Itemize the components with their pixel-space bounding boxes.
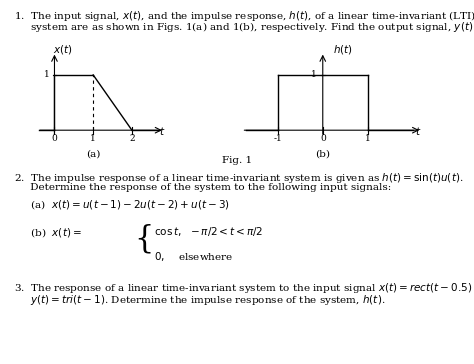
Text: 2: 2 <box>129 134 135 143</box>
Text: Fig. 1: Fig. 1 <box>222 156 252 165</box>
Text: 3.  The response of a linear time-invariant system to the input signal $x(t) = r: 3. The response of a linear time-invaria… <box>14 281 474 295</box>
Text: 1: 1 <box>44 71 50 79</box>
Text: $x(t)$: $x(t)$ <box>53 43 73 56</box>
Text: $t$: $t$ <box>415 124 422 136</box>
Text: $0, \;\;$  elsewhere: $0, \;\;$ elsewhere <box>154 250 233 263</box>
Text: $\cos t, \;\; -\pi/2 < t < \pi/2$: $\cos t, \;\; -\pi/2 < t < \pi/2$ <box>154 225 264 238</box>
Text: (b): (b) <box>315 150 330 159</box>
Text: 1.  The input signal, $x(t)$, and the impulse response, $h(t)$, of a linear time: 1. The input signal, $x(t)$, and the imp… <box>14 9 474 23</box>
Text: 0: 0 <box>320 134 326 143</box>
Text: Determine the response of the system to the following input signals:: Determine the response of the system to … <box>14 183 392 192</box>
Text: -1: -1 <box>273 134 282 143</box>
Text: system are as shown in Figs. 1(a) and 1(b), respectively. Find the output signal: system are as shown in Figs. 1(a) and 1(… <box>14 20 474 34</box>
Text: $h(t)$: $h(t)$ <box>333 43 353 56</box>
Text: (b)  $x(t) = $: (b) $x(t) = $ <box>14 226 82 240</box>
Text: 0: 0 <box>52 134 57 143</box>
Text: 2.  The impulse response of a linear time-invariant system is given as $h(t) = \: 2. The impulse response of a linear time… <box>14 171 464 185</box>
Text: 1: 1 <box>365 134 371 143</box>
Text: (a)  $x(t) = u(t-1) - 2u(t-2) + u(t-3)$: (a) $x(t) = u(t-1) - 2u(t-2) + u(t-3)$ <box>14 198 230 211</box>
Text: {: { <box>134 223 154 255</box>
Text: $t$: $t$ <box>159 124 165 136</box>
Text: 1: 1 <box>310 71 317 79</box>
Text: (a): (a) <box>86 150 100 159</box>
Text: $y(t) = tri(t-1)$. Determine the impulse response of the system, $h(t)$.: $y(t) = tri(t-1)$. Determine the impulse… <box>14 293 386 307</box>
Text: 1: 1 <box>91 134 96 143</box>
